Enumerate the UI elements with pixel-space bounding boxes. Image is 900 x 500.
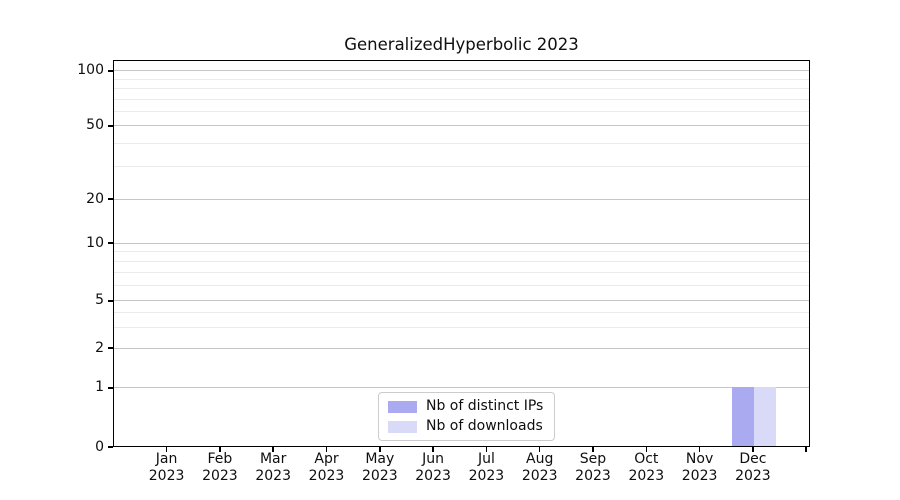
gridline-minor <box>114 272 809 274</box>
y-axis-tick <box>108 387 113 389</box>
legend-label-downloads: Nb of downloads <box>426 418 543 434</box>
x-axis-tick <box>752 447 754 452</box>
x-axis-tick <box>272 447 274 452</box>
x-axis-tick <box>325 447 328 452</box>
x-axis-tick <box>432 447 434 452</box>
y-tick-label: 50 <box>86 117 104 134</box>
x-tick-label: Oct 2023 <box>628 451 665 484</box>
y-tick-label: 5 <box>95 292 104 309</box>
gridline-minor <box>114 143 809 145</box>
gridline-minor <box>114 88 809 90</box>
y-tick-label: 20 <box>86 190 104 207</box>
y-axis-tick <box>108 300 113 302</box>
gridline-major <box>114 242 809 244</box>
legend-swatch-distinct-ips-icon <box>388 400 417 413</box>
legend-item: Nb of downloads <box>388 418 543 435</box>
x-tick-label: Jun 2023 <box>415 451 451 484</box>
x-axis-tick <box>592 447 594 452</box>
gridline-minor <box>114 251 809 253</box>
y-axis-tick <box>108 198 113 200</box>
x-tick-label: Jul 2023 <box>468 451 505 484</box>
x-tick-label: Apr 2023 <box>308 451 345 484</box>
gridline-minor <box>114 111 809 113</box>
x-tick-label: Aug 2023 <box>521 451 558 484</box>
x-tick-label: Dec 2023 <box>735 451 771 484</box>
x-axis-tick <box>485 447 488 452</box>
x-tick-label: Nov 2023 <box>681 451 718 484</box>
gridline-minor <box>114 285 809 287</box>
gridline-minor <box>114 311 809 313</box>
chart-title: GeneralizedHyperbolic 2023 <box>344 35 579 54</box>
gridline-minor <box>114 261 809 263</box>
gridline-minor <box>114 166 809 168</box>
legend-item: Nb of distinct IPs <box>388 398 543 415</box>
y-tick-label: 2 <box>95 339 104 356</box>
x-axis-tick <box>645 447 648 452</box>
gridline-minor <box>114 78 809 80</box>
legend-label-distinct-ips: Nb of distinct IPs <box>426 398 544 414</box>
gridline-minor <box>114 326 809 328</box>
x-tick-label: May 2023 <box>361 451 398 484</box>
y-tick-label: 100 <box>77 62 104 79</box>
plot-area <box>113 60 810 447</box>
gridline-major <box>114 387 809 389</box>
gridline-major <box>114 198 809 200</box>
x-axis-tick <box>219 447 221 452</box>
x-tick-label: Jan 2023 <box>148 451 185 484</box>
bar-nb-of-downloads-dec-2023 <box>753 387 776 446</box>
y-axis-tick <box>108 70 113 72</box>
gridline-major <box>114 70 809 72</box>
y-axis-tick <box>108 125 113 127</box>
gridline-minor <box>114 98 809 100</box>
x-tick-label: Mar 2023 <box>255 451 291 484</box>
y-tick-label: 0 <box>95 438 104 455</box>
y-axis-tick <box>108 347 113 349</box>
x-axis-tick <box>538 447 541 452</box>
x-axis-tick <box>379 447 381 452</box>
legend-swatch-downloads-icon <box>388 420 417 433</box>
y-axis-tick <box>108 446 113 448</box>
x-tick-label: Sep 2023 <box>575 451 611 484</box>
gridline-major <box>114 300 809 302</box>
gridline-major <box>114 347 809 349</box>
y-axis-tick <box>108 242 113 244</box>
gridline-major <box>114 125 809 127</box>
y-tick-label: 1 <box>95 379 104 396</box>
bar-nb-of-distinct-ips-dec-2023 <box>731 387 754 446</box>
legend: Nb of distinct IPs Nb of downloads <box>378 392 556 441</box>
x-axis-tick <box>165 447 168 452</box>
y-tick-label: 10 <box>86 234 104 251</box>
x-axis-tick <box>698 447 701 452</box>
x-tick-label: Feb 2023 <box>202 451 238 484</box>
x-axis-tick <box>805 447 807 452</box>
